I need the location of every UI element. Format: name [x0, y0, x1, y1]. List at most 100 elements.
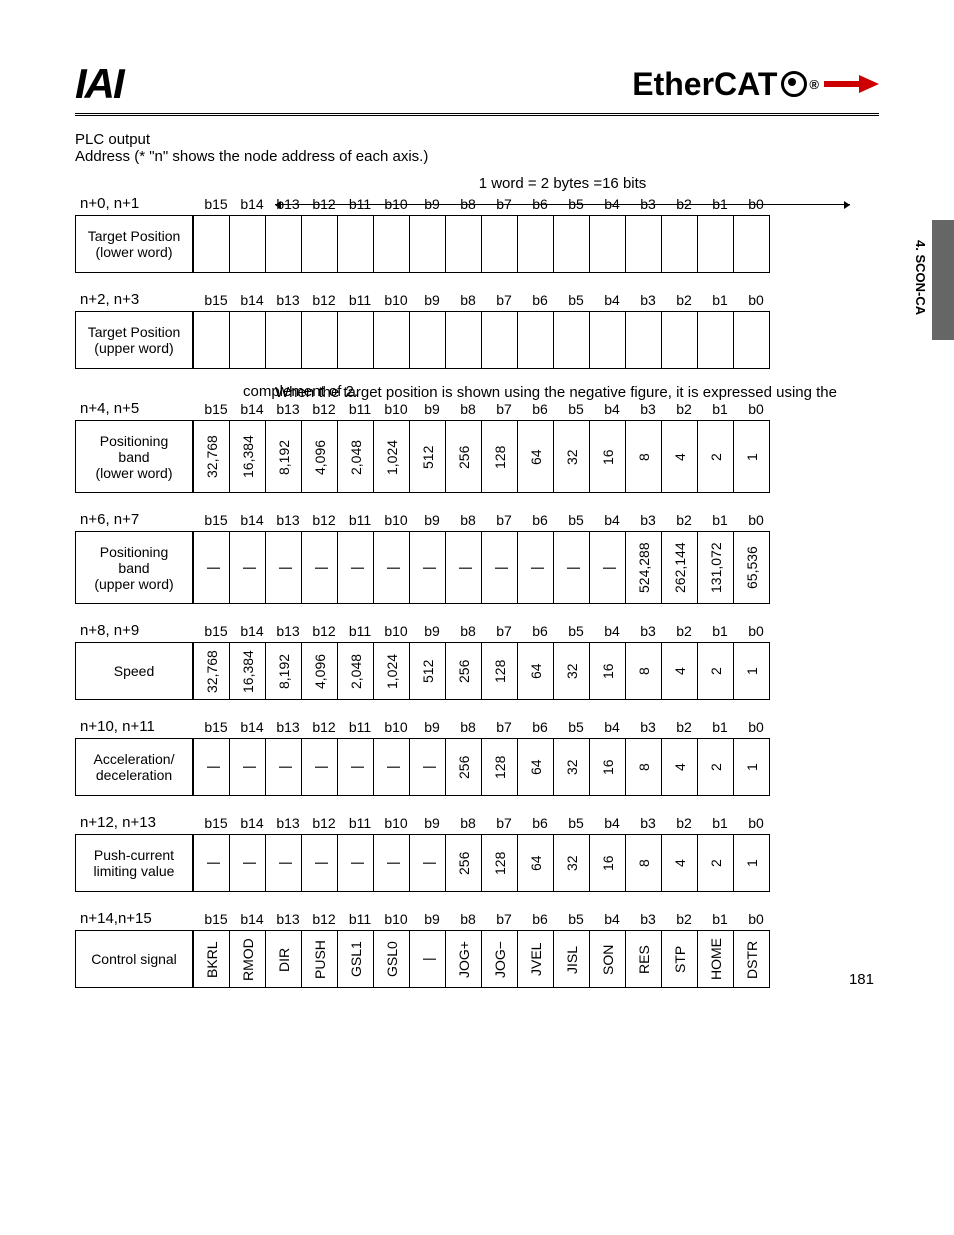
register-block: n+14,n+15b15b14b13b12b11b10b9b8b7b6b5b4b… — [75, 910, 879, 988]
bit-cell-value: 8 — [636, 424, 652, 490]
bit-cell-value: GSL1 — [348, 933, 364, 986]
bit-cell-value: | — [492, 535, 508, 601]
bit-header: b0 — [738, 719, 774, 738]
bit-cell-value: 4 — [672, 645, 688, 698]
address-note: Address (* "n" shows the node address of… — [75, 148, 879, 165]
bit-cell — [698, 311, 734, 369]
bit-cell-value: JOG+ — [456, 933, 472, 986]
bit-header: b7 — [486, 719, 522, 738]
bit-cell-value: | — [312, 837, 328, 890]
bit-cell-value: | — [312, 741, 328, 794]
bit-cell — [266, 311, 302, 369]
bit-header: b4 — [594, 623, 630, 642]
section-title: PLC output — [75, 131, 879, 148]
address-label: n+6, n+7 — [75, 511, 198, 531]
bit-headers: b15b14b13b12b11b10b9b8b7b6b5b4b3b2b1b0 — [198, 512, 774, 531]
bit-header: b14 — [234, 401, 270, 420]
bit-cell: | — [410, 531, 446, 604]
bit-cell-value: 128 — [492, 645, 508, 698]
bit-cell: 32 — [554, 642, 590, 700]
bit-cell: 2 — [698, 738, 734, 796]
bit-header: b4 — [594, 401, 630, 420]
bit-cell-value: 2 — [708, 424, 724, 490]
bit-cell: 4 — [662, 420, 698, 493]
bit-header: b10 — [378, 911, 414, 930]
bit-cell-value: 2,048 — [348, 645, 364, 698]
data-row: Target Position(lower word) — [75, 215, 879, 273]
bit-cell: | — [554, 531, 590, 604]
bit-header: b14 — [234, 911, 270, 930]
bit-headers: b15b14b13b12b11b10b9b8b7b6b5b4b3b2b1b0 — [198, 623, 774, 642]
bit-header: b7 — [486, 911, 522, 930]
bit-header: b1 — [702, 401, 738, 420]
bit-cell — [590, 311, 626, 369]
bit-cell: | — [410, 930, 446, 988]
bit-header: b7 — [486, 815, 522, 834]
bit-cell: 16,384 — [230, 642, 266, 700]
row-label: Positioningband(lower word) — [75, 420, 193, 493]
bit-header: b7 — [486, 512, 522, 531]
bit-cell — [230, 215, 266, 273]
bit-cell: | — [338, 531, 374, 604]
bit-header: b9 — [414, 623, 450, 642]
bit-cell: | — [410, 834, 446, 892]
bit-header: b5 — [558, 623, 594, 642]
bit-header: b10 — [378, 719, 414, 738]
bit-cell-value: 32 — [564, 424, 580, 490]
bit-cell: BKRL — [193, 930, 230, 988]
bit-cell — [410, 311, 446, 369]
bit-cell-value: 512 — [420, 424, 436, 490]
bit-cell: | — [302, 531, 338, 604]
data-row: Positioningband(lower word)32,76816,3848… — [75, 420, 879, 493]
bit-cell: 2,048 — [338, 642, 374, 700]
bit-header: b2 — [666, 911, 702, 930]
bit-header: b2 — [666, 815, 702, 834]
bit-header: b10 — [378, 292, 414, 311]
bit-cell-value: 64 — [528, 741, 544, 794]
bit-header: b14 — [234, 719, 270, 738]
bit-headers: b15b14b13b12b11b10b9b8b7b6b5b4b3b2b1b0 — [198, 292, 774, 311]
bit-cell-value: | — [456, 535, 472, 601]
bit-cell-value: 128 — [492, 837, 508, 890]
bit-cell — [338, 215, 374, 273]
bit-header: b2 — [666, 401, 702, 420]
bit-cell-value: | — [528, 535, 544, 601]
bit-cell-value: 1 — [744, 741, 760, 794]
bit-cell: 2 — [698, 420, 734, 493]
bit-header: b8 — [450, 911, 486, 930]
bit-header: b3 — [630, 719, 666, 738]
bit-cell: | — [193, 738, 230, 796]
bit-header: b6 — [522, 719, 558, 738]
bit-cell-value: 8,192 — [276, 424, 292, 490]
row-label: Push-currentlimiting value — [75, 834, 193, 892]
bit-cell: 512 — [410, 420, 446, 493]
bit-cell — [554, 311, 590, 369]
bit-cell: 8 — [626, 642, 662, 700]
bit-header: b2 — [666, 512, 702, 531]
bit-cell: 256 — [446, 738, 482, 796]
row-label: Target Position(upper word) — [75, 311, 193, 369]
bit-header: b5 — [558, 401, 594, 420]
bit-header: b0 — [738, 815, 774, 834]
bit-header: b11 — [342, 401, 378, 420]
bit-header: b10 — [378, 196, 414, 215]
bit-cell-value: | — [420, 837, 436, 890]
bit-header: b8 — [450, 292, 486, 311]
bit-cell: 1,024 — [374, 420, 410, 493]
bit-header: b15 — [198, 292, 234, 311]
bit-cell: 32,768 — [193, 642, 230, 700]
bit-cell — [734, 215, 770, 273]
bit-cell-value: 32 — [564, 645, 580, 698]
bit-cell: 131,072 — [698, 531, 734, 604]
bit-cell: 4 — [662, 642, 698, 700]
bit-header: b1 — [702, 512, 738, 531]
bit-cell-value: HOME — [708, 933, 724, 986]
bit-header: b12 — [306, 292, 342, 311]
bit-header: b13 — [270, 401, 306, 420]
address-row: n+4, n+5b15b14b13b12b11b10b9b8b7b6b5b4b3… — [75, 400, 879, 420]
bit-cell-value: JISL — [564, 933, 580, 986]
bit-cell: 1,024 — [374, 642, 410, 700]
bit-cell-value: 16 — [600, 837, 616, 890]
bit-header: b5 — [558, 815, 594, 834]
bit-cell — [626, 215, 662, 273]
